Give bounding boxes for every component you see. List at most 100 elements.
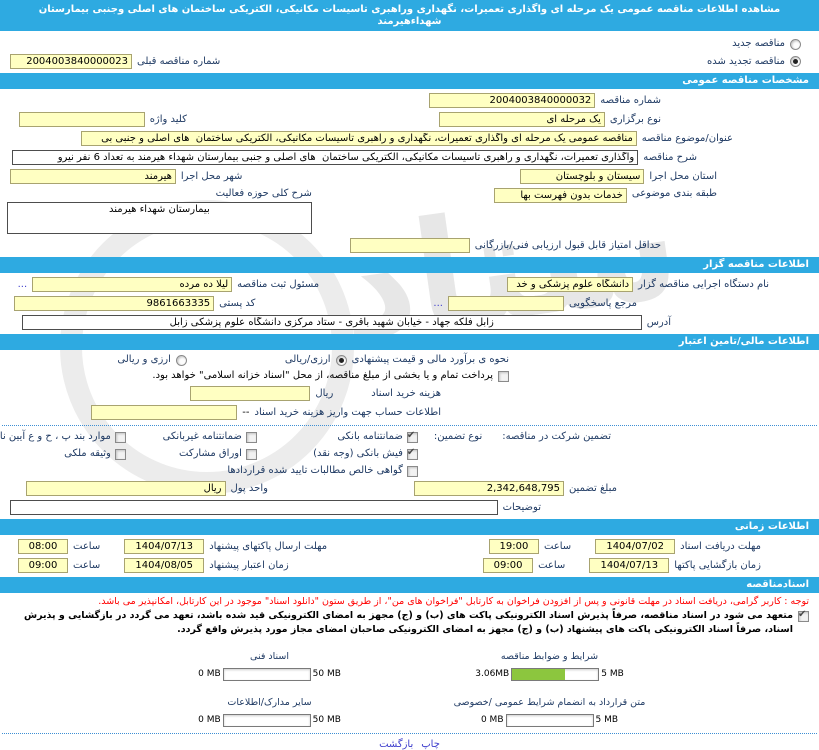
guarantee-option[interactable]: موارد بند پ ، ح و ع آیین نامه تضامین bbox=[0, 431, 126, 443]
section-header-agency: اطلاعات مناقصه گزار bbox=[0, 257, 819, 273]
guarantee-option[interactable]: فیش بانکی (وجه نقد) bbox=[263, 447, 418, 460]
doc-receipt-deadline-time[interactable] bbox=[488, 539, 539, 554]
previous-tender-number-input[interactable] bbox=[10, 54, 132, 69]
guarantee-label: تضمین شرکت در مناقصه: bbox=[502, 431, 611, 442]
upload-other-progressbar bbox=[222, 713, 311, 727]
upload-technical-max: 50 MB bbox=[312, 669, 341, 680]
notes-input[interactable] bbox=[10, 500, 498, 515]
bid-validity-label: زمان اعتبار پیشنهاد bbox=[209, 559, 289, 571]
guarantee-option[interactable]: ضمانتنامه غیربانکی bbox=[132, 431, 257, 443]
fee-account-input[interactable] bbox=[91, 405, 238, 420]
radio-both-currency-label: ارزی و ریالی bbox=[117, 354, 171, 365]
tender-number-label: شماره مناقصه bbox=[600, 94, 661, 106]
radio-rial-currency[interactable] bbox=[335, 354, 347, 366]
upload-technical-progressbar bbox=[222, 667, 311, 681]
esign-pledge-checkbox[interactable] bbox=[798, 609, 809, 622]
upload-technical-label: اسناد فنی bbox=[250, 650, 289, 662]
radio-rial-currency-label: ارزی/ریالی bbox=[284, 354, 331, 365]
city-label: شهر محل اجرا bbox=[180, 170, 243, 182]
section-header-documents: اسنادمناقصه bbox=[0, 577, 819, 593]
contact-ref-more-button[interactable]: ... bbox=[433, 297, 443, 309]
upload-other: سایر مدارک/اطلاعات 0 MB 50 MB bbox=[157, 697, 382, 727]
tender-view-page: { "title": "مشاهده اطلاعات مناقصه عمومی … bbox=[0, 0, 819, 710]
property-collateral-checkbox[interactable] bbox=[114, 448, 126, 460]
tender-subject-label: عنوان/موضوع مناقصه bbox=[641, 132, 733, 144]
documents-notice: توجه : کاربر گرامی، دریافت اسناد در مهلت… bbox=[98, 596, 809, 607]
min-score-label: حداقل امتیاز قابل قبول ارزیابی فنی/بازرگ… bbox=[474, 239, 661, 251]
upload-terms-current: 3.06MB bbox=[475, 669, 510, 680]
bid-submission-deadline-label: مهلت ارسال پاکتهای پیشنهاد bbox=[209, 540, 328, 552]
envelope-opening-label: زمان بازگشایی پاکتها bbox=[674, 559, 761, 571]
upload-terms-label: شرایط و ضوابط مناقصه bbox=[500, 650, 599, 662]
city-input[interactable] bbox=[10, 169, 176, 184]
doc-receipt-deadline-label: مهلت دریافت اسناد bbox=[680, 540, 761, 552]
contact-ref-label: مرجع پاسخگویی bbox=[568, 297, 637, 309]
guarantee-option[interactable]: گواهی خالص مطالبات تایید شده قراردادها bbox=[0, 465, 418, 477]
bid-submission-deadline-date[interactable] bbox=[124, 539, 205, 554]
hour-label: ساعت bbox=[73, 559, 101, 571]
keyword-input[interactable] bbox=[18, 112, 145, 127]
bid-validity-time[interactable] bbox=[18, 558, 68, 573]
nonbank-guarantee-checkbox[interactable] bbox=[245, 431, 257, 443]
print-link[interactable]: چاپ bbox=[421, 738, 440, 750]
guarantee-amount-input[interactable] bbox=[413, 481, 564, 496]
keyword-label: کلید واژه bbox=[149, 113, 187, 125]
registrar-more-button[interactable]: ... bbox=[17, 278, 28, 290]
activity-scope-textarea[interactable]: بیمارستان شهداء هیرمند bbox=[6, 202, 312, 234]
process-type-input[interactable] bbox=[438, 112, 605, 127]
tender-subject-input[interactable] bbox=[80, 131, 637, 146]
treasury-docs-checkbox[interactable] bbox=[498, 370, 509, 382]
tender-description-label: شرح مناقصه bbox=[643, 151, 697, 163]
category-input[interactable] bbox=[493, 188, 627, 203]
upload-contract-progressbar bbox=[505, 713, 594, 727]
currency-unit-label: واحد پول bbox=[230, 482, 268, 494]
doc-fee-label: هزینه خرید اسناد bbox=[371, 387, 441, 399]
upload-contract-current: 0 MB bbox=[480, 715, 504, 726]
previous-tender-number-label: شماره مناقصه قبلی bbox=[137, 55, 221, 67]
postal-code-label: کد پستی bbox=[219, 297, 256, 309]
guarantee-amount-label: مبلغ تضمین bbox=[568, 482, 617, 494]
upload-other-label: سایر مدارک/اطلاعات bbox=[227, 696, 312, 708]
radio-new-tender[interactable] bbox=[790, 38, 801, 50]
divider bbox=[2, 732, 817, 734]
upload-technical: اسناد فنی 0 MB 50 MB bbox=[157, 651, 382, 681]
radio-renewed-tender[interactable] bbox=[790, 56, 801, 67]
envelope-opening-time[interactable] bbox=[483, 558, 534, 573]
net-claims-checkbox[interactable] bbox=[406, 465, 418, 477]
address-label: آدرس bbox=[646, 316, 671, 328]
doc-receipt-deadline-date[interactable] bbox=[595, 539, 676, 554]
activity-scope-label: شرح کلی حوزه فعالیت bbox=[215, 188, 312, 199]
min-score-input[interactable] bbox=[349, 238, 470, 253]
address-input[interactable] bbox=[21, 315, 642, 330]
hour-label: ساعت bbox=[543, 540, 572, 552]
contact-ref-input[interactable] bbox=[447, 296, 564, 311]
divider bbox=[2, 425, 817, 426]
tender-number-input[interactable] bbox=[429, 93, 596, 108]
guarantee-option[interactable]: ضمانتنامه بانکی bbox=[263, 430, 418, 443]
tender-description-input[interactable] bbox=[12, 150, 639, 165]
back-link[interactable]: بازگشت bbox=[379, 738, 414, 750]
bank-receipt-checkbox[interactable] bbox=[406, 447, 418, 460]
currency-unit-input[interactable] bbox=[25, 481, 226, 496]
upload-contract: متن قرارداد به انضمام شرایط عمومی /خصوصی… bbox=[437, 697, 662, 727]
bylaw-items-checkbox[interactable] bbox=[114, 431, 126, 443]
bonds-checkbox[interactable] bbox=[245, 448, 257, 460]
doc-fee-input[interactable] bbox=[190, 386, 311, 401]
guarantee-option[interactable]: اوراق مشارکت bbox=[132, 448, 257, 460]
agency-name-input[interactable] bbox=[507, 277, 634, 292]
radio-both-currency[interactable] bbox=[175, 354, 187, 366]
section-header-finance: اطلاعات مالی/تامین اعتبار bbox=[0, 334, 819, 350]
radio-new-tender-label: مناقصه جدید bbox=[732, 38, 785, 49]
registrar-input[interactable] bbox=[32, 277, 233, 292]
fee-account-dash: -- bbox=[242, 406, 250, 418]
page-title: مشاهده اطلاعات مناقصه عمومی یک مرحله ای … bbox=[0, 0, 819, 31]
bid-validity-date[interactable] bbox=[124, 558, 205, 573]
bank-guarantee-checkbox[interactable] bbox=[406, 430, 418, 443]
guarantee-option[interactable]: وثیقه ملکی bbox=[0, 448, 126, 460]
agency-name-label: نام دستگاه اجرایی مناقصه گزار bbox=[638, 278, 769, 290]
upload-terms: شرایط و ضوابط مناقصه 3.06MB 5 MB bbox=[437, 651, 662, 681]
province-input[interactable] bbox=[520, 169, 645, 184]
envelope-opening-date[interactable] bbox=[589, 558, 670, 573]
bid-submission-deadline-time[interactable] bbox=[18, 539, 68, 554]
postal-code-input[interactable] bbox=[14, 296, 215, 311]
